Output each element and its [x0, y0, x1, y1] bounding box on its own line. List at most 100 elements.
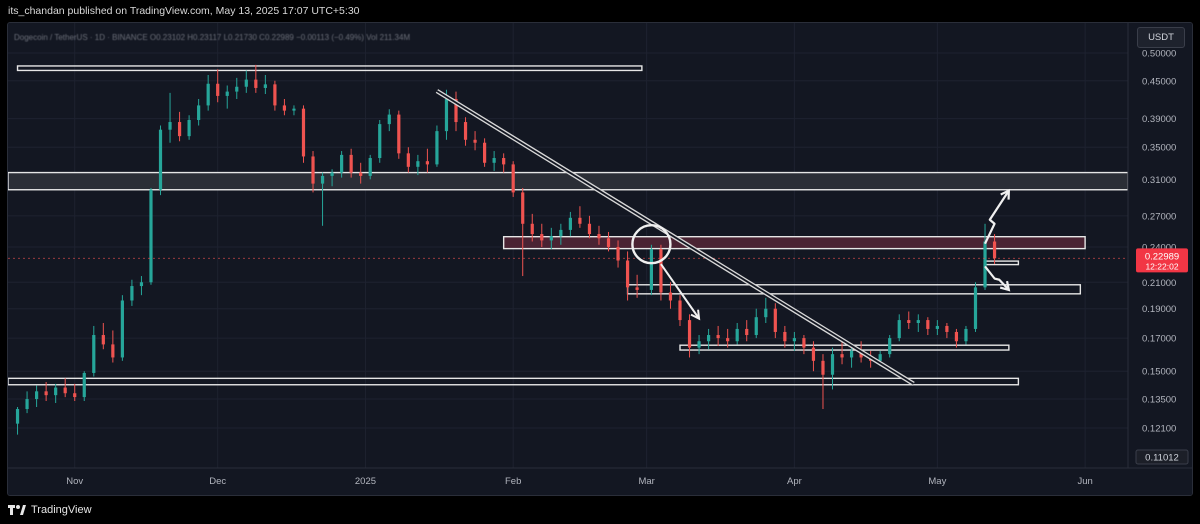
- symbol-info-line: Dogecoin / TetherUS · 1D · BINANCE O0.23…: [14, 33, 411, 42]
- candle-body-up: [292, 108, 296, 111]
- countdown-timer: 12:22:02: [1145, 261, 1178, 271]
- zigzag-up-arrow: [984, 190, 1010, 245]
- candle-body-up: [340, 154, 344, 173]
- candle-body-down: [668, 292, 673, 301]
- candle-body-down: [716, 335, 720, 339]
- candle-body-up: [82, 372, 86, 398]
- candle-body-up: [697, 341, 701, 348]
- price-chart[interactable]: 0.50000 0.45000 0.39000 0.35000 0.31000 0.270…: [8, 23, 1192, 495]
- time-tick-label: Apr: [787, 476, 802, 487]
- candle-body-up: [935, 325, 939, 329]
- candle-body-up: [983, 241, 987, 288]
- candle-body-down: [625, 260, 630, 288]
- trendline-gap: [436, 90, 915, 385]
- time-tick-label: Jun: [1077, 476, 1092, 487]
- candle-body-up: [187, 119, 191, 137]
- candle-body-down: [578, 217, 582, 224]
- candle-body-down: [463, 122, 468, 140]
- candle-body-up: [830, 354, 835, 375]
- candle-body-up: [25, 399, 29, 410]
- candle-body-up: [435, 131, 439, 165]
- candle-body-down: [216, 83, 220, 96]
- candles: [15, 64, 997, 435]
- candle-body-up: [139, 282, 144, 287]
- candle-body-up: [792, 338, 796, 342]
- candle-body-up: [764, 308, 768, 318]
- candle-body-up: [559, 229, 563, 237]
- time-tick-label: 2025: [355, 476, 376, 487]
- candle-body-down: [254, 79, 258, 88]
- publisher-line: its_chandan published on TradingView.com…: [8, 5, 360, 17]
- tradingview-logo-icon: [8, 505, 26, 515]
- candle-body-up: [149, 189, 153, 283]
- price-tick-label: 0.12100: [1142, 423, 1176, 434]
- candle-body-down: [540, 234, 544, 241]
- price-tick-label: 0.17000: [1142, 334, 1176, 345]
- candle-body-up: [244, 79, 248, 87]
- candle-body-down: [992, 241, 997, 259]
- candle-body-up: [916, 320, 920, 324]
- footer-brand: TradingView: [8, 500, 92, 520]
- quote-currency-button[interactable]: USDT: [1137, 27, 1185, 48]
- candle-body-up: [158, 129, 163, 190]
- candle-body-down: [44, 391, 48, 396]
- annotation-box-box: [679, 344, 1010, 351]
- candle-body-up: [888, 338, 892, 355]
- time-tick-label: Dec: [209, 476, 226, 487]
- candle-body-up: [263, 84, 267, 88]
- candle-body-down: [907, 320, 911, 324]
- candle-body-up: [549, 236, 553, 241]
- candle-body-up: [120, 300, 124, 358]
- candle-body-up: [330, 172, 334, 176]
- candle-body-up: [754, 317, 758, 336]
- candle-body-down: [454, 99, 458, 123]
- candle-body-up: [320, 175, 325, 184]
- price-tick-label: 0.15000: [1142, 367, 1176, 378]
- candle-body-down: [282, 105, 287, 111]
- candle-body-up: [964, 328, 968, 342]
- brand-name: TradingView: [31, 504, 92, 516]
- candle-body-down: [111, 344, 115, 358]
- annotation-box-box: [8, 377, 1020, 386]
- plot-background: [8, 23, 1192, 495]
- candle-body-up: [92, 335, 96, 373]
- candle-body-up: [378, 124, 382, 159]
- candle-body-up: [206, 83, 210, 106]
- candle-body-down: [301, 108, 306, 157]
- axis-bottom-value-label: [1135, 449, 1189, 465]
- arrow-shaft: [660, 263, 700, 320]
- candle-body-up: [973, 287, 978, 329]
- candle-body-down: [482, 142, 487, 163]
- chart-panel[interactable]: 0.50000 0.45000 0.39000 0.35000 0.31000 0.270…: [7, 22, 1193, 496]
- candle-body-down: [606, 238, 611, 247]
- candle-body-up: [235, 86, 239, 92]
- candle-body-up: [416, 161, 420, 167]
- candle-body-down: [397, 114, 401, 154]
- candle-body-up: [168, 122, 172, 130]
- candle-body-up: [34, 391, 39, 400]
- candle-body-down: [63, 387, 67, 394]
- price-tick-label: 0.27000: [1142, 211, 1176, 222]
- candle-body-down: [726, 338, 730, 342]
- last-price-value: 0.22989: [1145, 251, 1179, 262]
- annotation-box-band: [8, 171, 1129, 191]
- candle-body-down: [954, 331, 959, 342]
- candle-body-down: [811, 347, 816, 361]
- price-tick-label: 0.50000: [1142, 48, 1176, 59]
- candle-body-down: [616, 246, 620, 261]
- candle-body-down: [802, 338, 806, 348]
- last-price-label: [1136, 248, 1188, 273]
- candle-body-down: [177, 122, 182, 137]
- candle-body-up: [878, 354, 882, 361]
- candle-body-down: [473, 139, 477, 143]
- candle-body-up: [387, 114, 391, 125]
- candle-body-up: [197, 105, 201, 120]
- candle-body-up: [54, 387, 58, 396]
- candle-body-down: [311, 156, 315, 184]
- arrow-head: [690, 309, 701, 321]
- time-axis: Nov Dec 2025 Feb Mar Apr May Jun: [8, 467, 1192, 487]
- candle-body-up: [735, 328, 739, 342]
- candle-body-down: [678, 300, 682, 321]
- zigzag-arrow-head: [1000, 188, 1011, 200]
